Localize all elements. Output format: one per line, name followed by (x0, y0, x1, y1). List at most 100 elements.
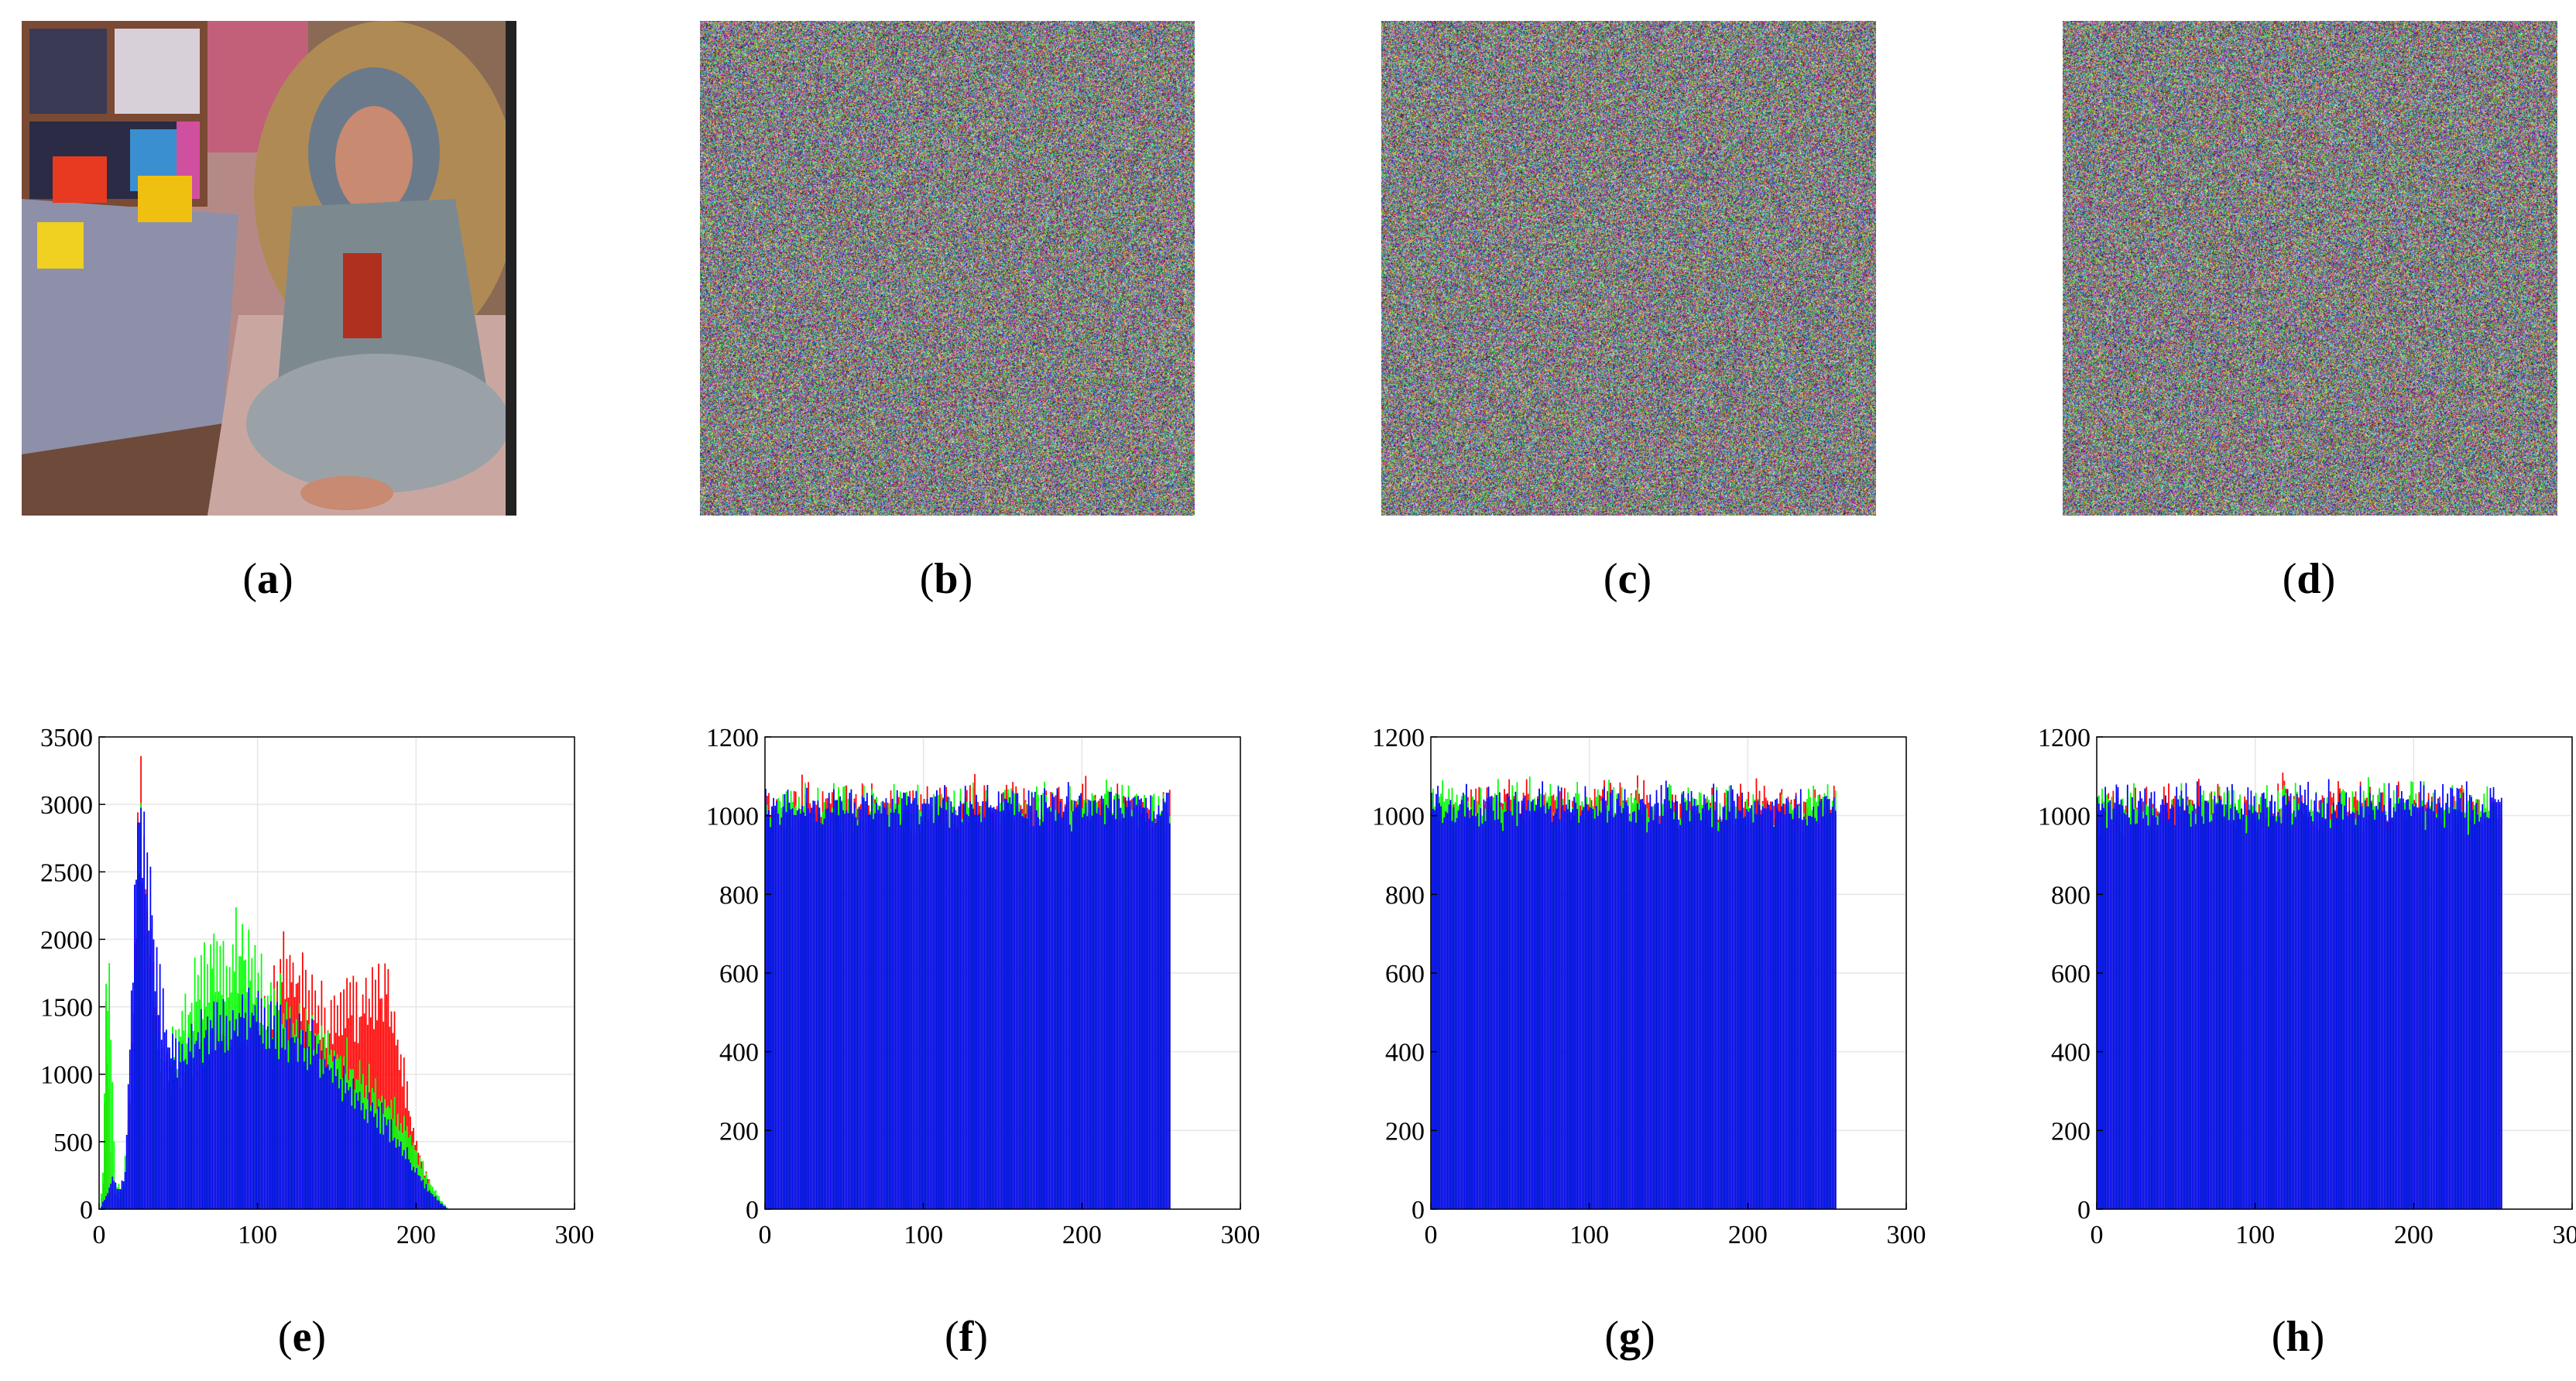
bar (1459, 804, 1461, 1209)
bar (2307, 781, 2309, 1209)
caption-a: (a) (242, 555, 293, 603)
bar (1576, 809, 1579, 1209)
bar (1714, 810, 1717, 1209)
y-tick-label: 500 (53, 1129, 93, 1157)
bar (254, 1005, 256, 1209)
bar (817, 800, 819, 1209)
bar (1497, 819, 1499, 1209)
series-blue (101, 807, 448, 1209)
bar (262, 1043, 264, 1209)
bar (437, 1200, 440, 1209)
bar (2437, 798, 2439, 1209)
bar (127, 1084, 129, 1209)
bar (2141, 798, 2143, 1209)
bar (2171, 804, 2173, 1209)
bar (1446, 813, 1449, 1209)
bar (129, 1049, 131, 1209)
bar (2464, 817, 2466, 1209)
bar (1045, 802, 1047, 1209)
bar (1018, 811, 1020, 1209)
bar (2139, 791, 2141, 1209)
bar (197, 1032, 199, 1209)
bar (1483, 799, 1485, 1209)
bar (887, 814, 889, 1209)
series-blue (1431, 780, 1837, 1209)
bar (2485, 811, 2487, 1209)
bar (284, 1050, 286, 1209)
bar (2369, 793, 2371, 1209)
bar (325, 1067, 328, 1209)
bar (1806, 825, 1808, 1209)
bar (1032, 826, 1034, 1209)
bar (1655, 790, 1658, 1209)
bar (1080, 793, 1082, 1209)
x-tick-label: 300 (1887, 1221, 1926, 1249)
bar (2474, 824, 2475, 1209)
bar (1460, 800, 1463, 1209)
bar (194, 1043, 196, 1209)
bar (1578, 822, 1580, 1209)
bar (793, 814, 795, 1209)
bar (2350, 814, 2352, 1209)
bar (1462, 792, 1464, 1209)
bar (2173, 807, 2174, 1209)
bar (2435, 817, 2437, 1209)
bar (2434, 790, 2436, 1209)
bar (419, 1176, 421, 1209)
bar (1056, 788, 1058, 1209)
bar (1614, 814, 1617, 1209)
bar (2224, 804, 2227, 1209)
bar (132, 982, 134, 1209)
bar (877, 810, 880, 1209)
bar (1099, 815, 1101, 1209)
bar (2459, 798, 2461, 1209)
bar (2182, 798, 2184, 1209)
bar (976, 794, 977, 1209)
bar (1799, 789, 1802, 1209)
bar (248, 987, 250, 1209)
bar (358, 1091, 361, 1209)
bar (1058, 813, 1060, 1209)
bar (1737, 793, 1738, 1209)
caption-d: (d) (2282, 555, 2336, 603)
bar (233, 1030, 235, 1209)
bar (322, 1074, 324, 1209)
bar (116, 1189, 118, 1209)
bar (2297, 810, 2300, 1209)
bar (1584, 786, 1586, 1209)
bar (184, 1059, 187, 1209)
bar (2429, 808, 2431, 1209)
bar (2166, 803, 2168, 1209)
bar (1834, 810, 1837, 1209)
bar (2165, 795, 2166, 1209)
bar (823, 818, 825, 1209)
bar (2486, 817, 2489, 1209)
bar (2188, 814, 2190, 1209)
bar (1115, 819, 1117, 1209)
bar (1765, 808, 1767, 1209)
bar (398, 1146, 400, 1209)
bar (765, 788, 767, 1209)
bar (1532, 799, 1534, 1209)
bar (914, 797, 916, 1209)
bar (1100, 795, 1103, 1209)
bar (2279, 816, 2281, 1209)
bar (211, 1028, 214, 1209)
bar (1039, 825, 1041, 1209)
bar (187, 1037, 190, 1209)
bar (980, 822, 983, 1209)
bar (1088, 800, 1090, 1209)
bar (2467, 834, 2469, 1209)
bar (1440, 806, 1442, 1209)
bar (181, 1043, 184, 1209)
bar (961, 821, 963, 1209)
bar (292, 1037, 294, 1209)
bar (110, 1184, 112, 1209)
bar (1132, 797, 1134, 1209)
bar (2291, 824, 2293, 1209)
bar (2120, 799, 2122, 1209)
bar (259, 1035, 261, 1209)
bar (424, 1188, 426, 1209)
bar (1817, 806, 1820, 1209)
bar (890, 812, 892, 1209)
